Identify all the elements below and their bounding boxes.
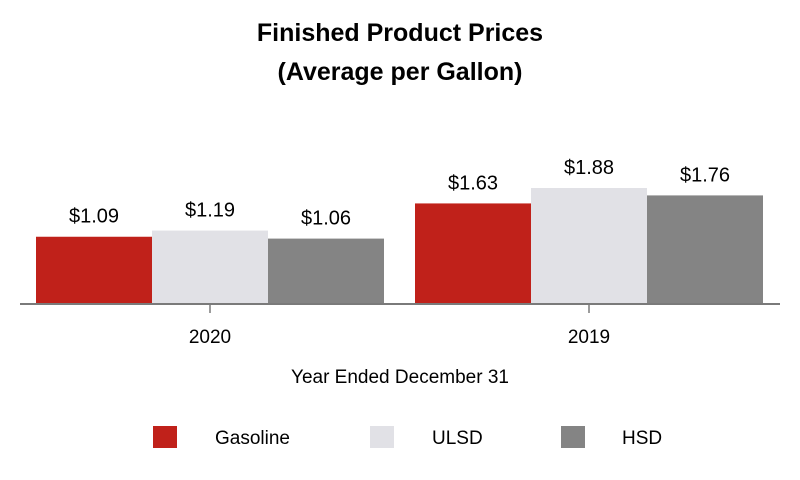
legend-label-ulsd: ULSD: [432, 428, 483, 449]
data-label-hsd-2019: $1.76: [680, 164, 730, 186]
bar-hsd-2019: [647, 195, 763, 304]
legend-swatch-hsd: [561, 426, 585, 448]
bar-gasoline-2019: [415, 203, 531, 304]
legend-label-hsd: HSD: [622, 428, 662, 449]
chart-title: Finished Product Prices: [257, 19, 543, 47]
legend-swatch-ulsd: [370, 426, 394, 448]
bar-gasoline-2020: [36, 236, 152, 304]
bar-hsd-2020: [268, 238, 384, 304]
x-tick-label-2019: 2019: [568, 327, 610, 348]
x-ticks-group: 2020 2019: [189, 304, 610, 348]
chart-subtitle: (Average per Gallon): [278, 58, 523, 86]
data-label-ulsd-2020: $1.19: [185, 200, 235, 222]
bar-ulsd-2019: [531, 188, 647, 304]
legend-swatch-gasoline: [153, 426, 177, 448]
data-label-hsd-2020: $1.06: [301, 208, 351, 230]
bar-ulsd-2020: [152, 230, 268, 304]
x-axis-label: Year Ended December 31: [291, 367, 509, 388]
data-labels-group: $1.09 $1.19 $1.06 $1.63 $1.88 $1.76: [69, 157, 730, 230]
x-tick-label-2020: 2020: [189, 327, 231, 348]
data-label-gasoline-2019: $1.63: [448, 172, 498, 194]
data-label-ulsd-2019: $1.88: [564, 157, 614, 179]
bars-group: [36, 188, 763, 304]
data-label-gasoline-2020: $1.09: [69, 206, 119, 228]
legend: Gasoline ULSD HSD: [153, 426, 662, 449]
legend-label-gasoline: Gasoline: [215, 428, 290, 449]
